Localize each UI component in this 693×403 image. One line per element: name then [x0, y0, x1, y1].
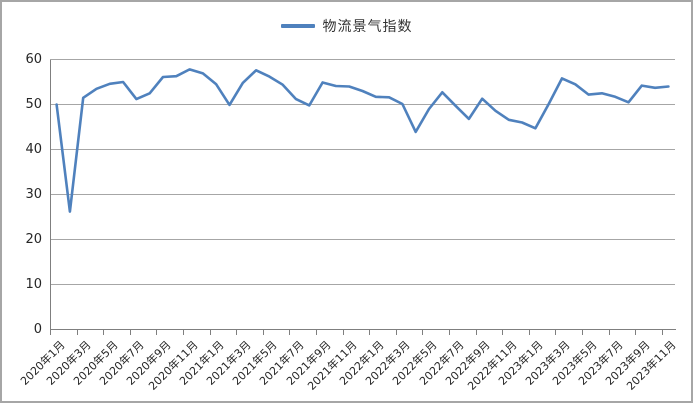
- y-axis-tick-label: 10: [25, 276, 42, 292]
- x-axis-tick: [581, 329, 583, 335]
- x-axis-tick: [608, 329, 610, 335]
- gridline: [50, 194, 675, 195]
- x-axis-tick: [555, 329, 557, 335]
- x-axis-tick: [422, 329, 424, 335]
- x-axis-tick: [129, 329, 131, 335]
- x-axis-tick: [315, 329, 317, 335]
- y-axis-tick-label: 40: [25, 141, 42, 157]
- x-axis-tick: [369, 329, 371, 335]
- legend-label: 物流景气指数: [322, 19, 413, 35]
- y-axis-tick-label: 20: [25, 231, 42, 247]
- x-axis-tick: [50, 329, 51, 335]
- gridline: [50, 284, 675, 285]
- y-axis-tick-label: 0: [33, 321, 42, 337]
- x-axis-tick: [502, 329, 504, 335]
- gridline: [50, 59, 675, 60]
- x-axis-tick: [395, 329, 397, 335]
- x-axis-tick: [528, 329, 530, 335]
- x-axis-tick: [448, 329, 450, 335]
- x-axis-tick: [76, 329, 78, 335]
- series-line: [55, 68, 670, 213]
- x-axis-tick: [236, 329, 238, 335]
- x-axis-tick: [156, 329, 158, 335]
- gridline: [50, 104, 675, 105]
- x-axis-tick: [262, 329, 264, 335]
- x-axis-line: [50, 329, 676, 330]
- legend-line-marker: [280, 24, 315, 28]
- legend: 物流景气指数: [2, 16, 691, 36]
- y-axis-line: [50, 59, 51, 330]
- x-axis-tick: [475, 329, 477, 335]
- x-axis-tick: [289, 329, 291, 335]
- x-axis-tick: [661, 329, 663, 335]
- x-axis-tick: [635, 329, 637, 335]
- y-axis-tick-label: 50: [25, 96, 42, 112]
- y-axis-tick-label: 30: [25, 186, 42, 202]
- x-axis-tick: [182, 329, 184, 335]
- gridline: [50, 239, 675, 240]
- y-axis-tick-label: 60: [25, 51, 42, 67]
- x-axis-tick: [103, 329, 105, 335]
- x-axis-tick: [342, 329, 344, 335]
- gridline: [50, 149, 675, 150]
- x-axis-tick: [209, 329, 211, 335]
